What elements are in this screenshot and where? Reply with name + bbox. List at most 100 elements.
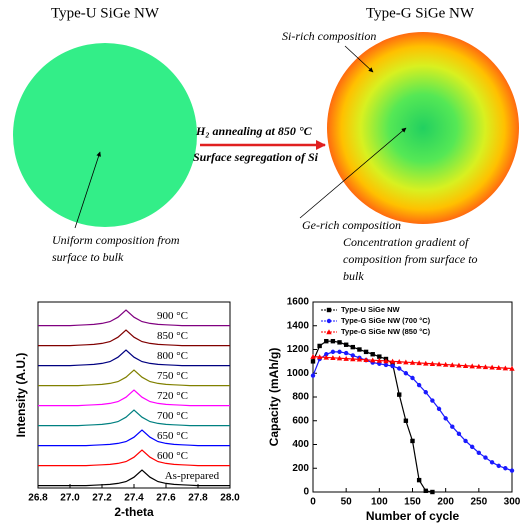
series-line xyxy=(38,449,230,467)
y-axis-label: Capacity (mAh/g) xyxy=(267,348,281,447)
point xyxy=(337,340,342,345)
point xyxy=(456,362,462,368)
point xyxy=(442,361,449,367)
point xyxy=(470,444,475,450)
uniform-nanowire xyxy=(13,43,197,227)
x-tick-label: 250 xyxy=(470,497,487,508)
point xyxy=(409,359,416,365)
x-axis-label: Number of cycle xyxy=(366,509,460,523)
series-label: 650 °C xyxy=(157,430,188,442)
x-tick-label: 0 xyxy=(310,497,316,508)
point xyxy=(336,355,343,361)
point xyxy=(356,356,363,362)
point xyxy=(403,371,409,376)
point xyxy=(316,354,323,360)
series-line xyxy=(38,309,230,327)
series-line xyxy=(38,329,230,347)
point xyxy=(416,382,422,388)
point xyxy=(503,466,508,471)
point xyxy=(429,361,436,366)
annealing-label: H₂ annealing at 850 °C xyxy=(195,124,313,138)
point xyxy=(416,360,422,366)
series-line xyxy=(38,409,230,427)
point xyxy=(310,359,316,364)
point xyxy=(324,352,329,357)
left-title: Type-U SiGe NW xyxy=(51,5,160,21)
point xyxy=(390,363,395,369)
point xyxy=(343,350,349,356)
point xyxy=(469,363,475,369)
point xyxy=(376,357,383,363)
x-tick-label: 27.6 xyxy=(156,493,176,504)
x-tick-label: 150 xyxy=(404,497,421,508)
x-tick-label: 28.0 xyxy=(220,493,240,504)
point xyxy=(423,488,428,494)
point xyxy=(430,398,435,403)
legend-label: Type-G SiGe NW (850 °C) xyxy=(341,327,431,336)
point xyxy=(397,392,402,397)
point xyxy=(383,358,389,364)
gradient-note: composition from surface to xyxy=(343,252,478,266)
series-label: 800 °C xyxy=(157,350,188,362)
point xyxy=(463,438,468,444)
point xyxy=(423,390,428,395)
segregation-label: Surface segregation of Si xyxy=(193,150,319,164)
x-tick-label: 200 xyxy=(437,497,454,508)
point xyxy=(343,342,349,347)
legend-marker xyxy=(326,318,332,324)
series-line xyxy=(38,349,230,367)
series-label: As-prepared xyxy=(165,470,220,482)
gradient-note: Concentration gradient of xyxy=(343,235,470,249)
point xyxy=(482,364,489,370)
point xyxy=(443,416,448,421)
uniform-arrow xyxy=(74,151,101,229)
ge-rich-arrow xyxy=(299,127,407,219)
point xyxy=(462,363,469,368)
point xyxy=(337,349,342,355)
point xyxy=(323,354,329,360)
y-tick-label: 1600 xyxy=(287,297,310,308)
point xyxy=(324,338,329,344)
point xyxy=(403,418,409,423)
point xyxy=(350,344,355,350)
series-line xyxy=(38,369,230,387)
point xyxy=(403,359,409,365)
series-label: 850 °C xyxy=(157,330,188,342)
point xyxy=(390,361,395,366)
point xyxy=(509,468,515,473)
point xyxy=(370,357,376,363)
y-tick-label: 0 xyxy=(303,487,309,498)
legend-marker xyxy=(326,329,332,335)
diagram: Type-U SiGe NW Type-G SiGe NW Si-rich co… xyxy=(13,5,519,283)
point xyxy=(350,356,356,362)
point xyxy=(397,366,402,371)
y-tick-label: 200 xyxy=(292,463,309,474)
x-tick-label: 27.0 xyxy=(60,493,80,504)
point xyxy=(483,455,488,460)
point xyxy=(496,364,502,370)
point xyxy=(363,357,369,363)
point xyxy=(423,360,429,366)
point xyxy=(377,354,382,359)
point xyxy=(317,343,322,349)
si-rich-label: Si-rich composition xyxy=(282,29,376,43)
point xyxy=(476,363,482,369)
right-title: Type-G SiGe NW xyxy=(366,5,475,21)
series-line xyxy=(38,469,230,487)
point xyxy=(363,349,369,355)
y-tick-label: 800 xyxy=(292,392,309,403)
gradient-note: bulk xyxy=(343,269,364,283)
point xyxy=(502,365,509,371)
legend-label: Type-G SiGe NW (700 °C) xyxy=(341,316,431,325)
point xyxy=(370,352,375,357)
point xyxy=(489,460,495,465)
point xyxy=(357,347,362,352)
series-line xyxy=(38,429,230,447)
point xyxy=(410,438,415,444)
series-label: 600 °C xyxy=(157,450,188,462)
point xyxy=(410,375,415,381)
ge-rich-label: Ge-rich composition xyxy=(302,218,401,232)
x-axis-label: 2-theta xyxy=(114,505,154,519)
point xyxy=(430,489,435,495)
